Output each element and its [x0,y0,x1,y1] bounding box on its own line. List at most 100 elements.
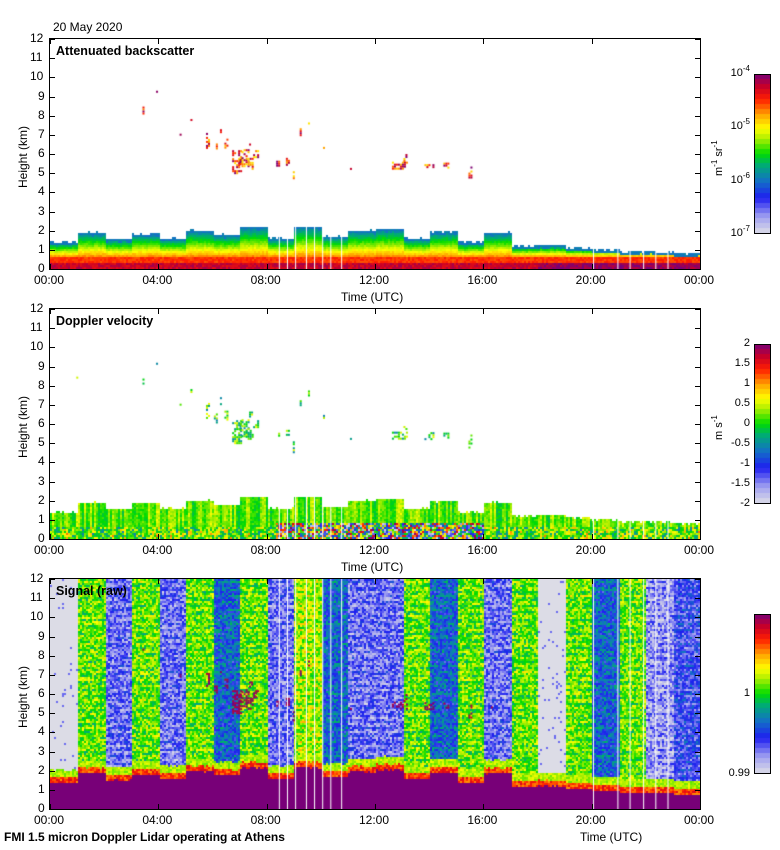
y-tick-mark [50,462,55,464]
y-tick-mark [695,192,700,194]
y-tick-mark [695,58,700,60]
y-tick-label: 0 [38,261,45,275]
x-tick-mark [591,264,593,269]
y-tick-mark [50,134,55,136]
y-tick-mark [50,751,55,753]
colorbar-tick-label: 0 [743,417,750,429]
doppler-velocity-heatmap [50,309,700,539]
y-tick-mark [50,713,55,715]
colorbar-gradient [755,345,770,503]
x-tick-mark [266,804,268,809]
x-tick-mark [50,309,51,314]
x-tick-mark [700,579,701,584]
x-tick-mark [158,39,160,44]
x-tick-mark [483,579,485,584]
x-axis-label: Time (UTC) [341,290,404,304]
x-tick-mark [266,534,268,539]
x-tick-mark [375,309,376,314]
x-tick-mark [266,264,268,269]
x-tick-label: 08:00 [250,543,281,557]
x-tick-mark [158,804,160,809]
y-tick-mark [695,39,700,40]
x-tick-mark [158,309,160,314]
y-tick-mark [50,598,55,600]
y-tick-mark [50,481,55,483]
x-tick-mark [266,39,268,44]
y-tick-mark [50,500,55,502]
y-tick-label: 7 [38,666,45,681]
x-tick-label: 00:00 [34,543,65,557]
y-tick-mark [50,173,55,175]
x-tick-mark [700,264,701,269]
x-tick-mark [591,309,593,314]
x-tick-mark [50,579,51,584]
colorbar-tick-label: 10-5 [730,117,750,133]
x-tick-mark [50,264,51,269]
x-tick-label: 20:00 [575,813,606,827]
x-tick-mark [375,579,376,584]
colorbar-label: m-1 sr-1 [710,140,725,176]
x-axis-label: Time (UTC) [580,830,643,844]
y-tick-mark [50,424,55,425]
y-tick-label: 9 [38,358,45,373]
y-tick-label: 6 [38,416,45,430]
y-tick-mark [695,385,700,387]
y-tick-mark [695,694,700,695]
y-tick-label: 0 [38,531,45,545]
y-tick-mark [695,732,700,734]
x-tick-mark [50,39,51,44]
colorbar-tick-label: 2 [743,337,750,349]
colorbar-tick-label: 10-7 [730,224,750,239]
y-tick-mark [50,636,55,638]
y-tick-mark [695,424,700,425]
y-tick-label: 12 [30,31,44,45]
y-tick-mark [695,500,700,502]
x-tick-label: 00:00 [684,273,715,287]
y-tick-label: 11 [30,590,43,605]
x-tick-mark [266,579,268,584]
y-axis-label: Height (km) [16,125,30,188]
y-tick-label: 8 [38,377,45,392]
x-tick-mark [375,39,376,44]
x-tick-label: 12:00 [359,543,390,557]
y-tick-mark [50,249,55,251]
y-tick-mark [695,269,700,270]
y-tick-mark [695,751,700,753]
y-tick-label: 4 [38,184,45,199]
y-tick-mark [695,598,700,600]
y-tick-mark [50,58,55,60]
y-tick-label: 2 [38,492,45,507]
y-tick-mark [695,519,700,521]
y-tick-mark [695,539,700,540]
x-tick-label: 12:00 [359,273,390,287]
colorbar-tick-label: 1.5 [734,357,750,369]
y-tick-label: 0 [38,801,45,815]
x-tick-mark [50,804,51,809]
y-tick-mark [50,269,55,270]
y-tick-mark [50,230,55,232]
y-tick-label: 11 [30,320,43,335]
y-tick-label: 8 [38,647,45,662]
panel-title: Doppler velocity [56,314,154,328]
x-tick-label: 20:00 [575,543,606,557]
y-tick-mark [695,655,700,657]
y-tick-mark [50,347,55,349]
colorbar-tick-label: -0.5 [731,437,750,449]
x-tick-mark [591,534,593,539]
colorbar-tick-label: 1 [743,687,750,699]
x-tick-mark [483,309,485,314]
x-tick-mark [375,534,376,539]
y-axis-label: Height (km) [16,665,30,728]
x-tick-mark [266,309,268,314]
y-tick-mark [695,809,700,810]
x-tick-label: 00:00 [684,543,715,557]
colorbar-tick-label: -2 [740,497,750,509]
colorbar-gradient [755,615,770,773]
x-tick-label: 04:00 [142,273,173,287]
y-tick-mark [695,154,700,155]
y-tick-mark [50,385,55,387]
y-tick-mark [50,789,55,791]
y-tick-label: 6 [38,146,45,160]
y-tick-mark [695,481,700,483]
y-tick-label: 1 [38,781,45,796]
